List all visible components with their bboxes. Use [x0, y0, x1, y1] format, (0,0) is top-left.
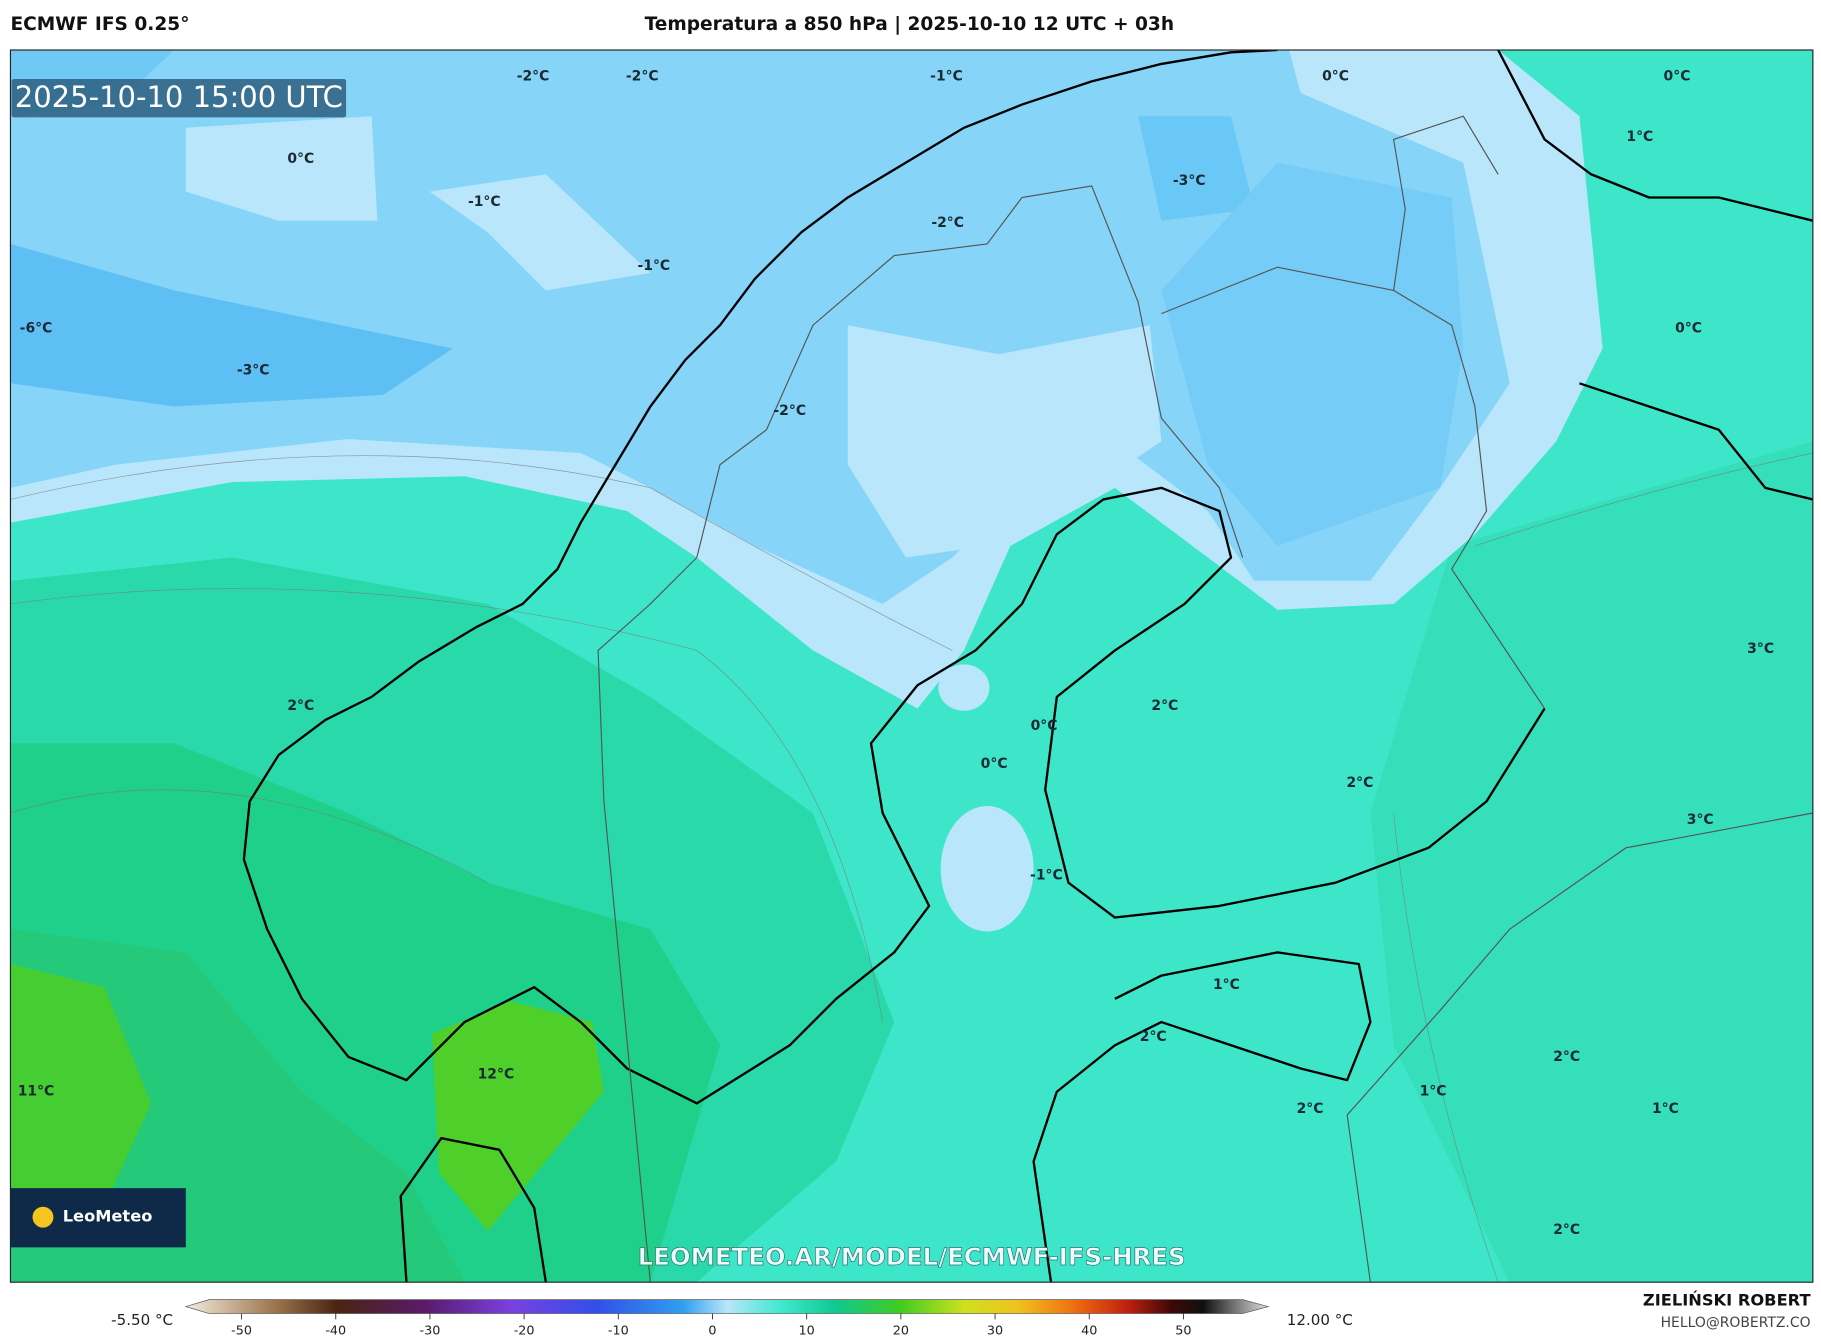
colorbar-tick-label: -50 — [231, 1323, 252, 1338]
contour-label: 2°C — [1297, 1101, 1324, 1117]
contour-label: 0°C — [981, 756, 1008, 772]
colorbar-tick-label: -30 — [420, 1323, 441, 1338]
contour-label: 2°C — [1553, 1049, 1580, 1065]
contour-label: 1°C — [1213, 977, 1240, 993]
contour-label: -1°C — [930, 69, 963, 85]
colorbar-max: 12.00 °C — [1287, 1311, 1353, 1329]
contour-label: -2°C — [517, 69, 550, 85]
contour-label: 3°C — [1687, 812, 1714, 828]
timestamp: 2025-10-10 15:00 UTC — [15, 80, 343, 114]
colorbar: -5.50 °C 12.00 °C -50 -40 -30 -20 -10 0 10 20 30… — [111, 1299, 1353, 1338]
model-name: ECMWF IFS 0.25° — [10, 14, 189, 35]
colorbar-tick-label: -40 — [325, 1323, 346, 1338]
watermark: LEOMETEO.AR/MODEL/ECMWF-IFS-HRES — [638, 1242, 1186, 1271]
colorbar-tick-label: -10 — [608, 1323, 629, 1338]
contour-label: 0°C — [1322, 69, 1349, 85]
author-name: ZIELIŃSKI ROBERT — [1643, 1290, 1811, 1309]
logo-text: LeoMeteo — [63, 1207, 153, 1226]
colorbar-tick-label: 50 — [1175, 1323, 1191, 1338]
contour-label: 2°C — [1553, 1222, 1580, 1238]
contour-label: 1°C — [1652, 1101, 1679, 1117]
contour-label: 3°C — [1747, 641, 1774, 657]
map-frame — [9, 49, 1814, 1283]
contour-label: 2°C — [1347, 775, 1374, 791]
contour-label: 1°C — [1626, 129, 1653, 145]
colorbar-tick-label: 0 — [708, 1323, 716, 1338]
contour-label: 0°C — [1664, 69, 1691, 85]
contour-label: 1°C — [1420, 1084, 1447, 1100]
contour-label: -2°C — [773, 403, 806, 419]
contour-label: 2°C — [1140, 1029, 1167, 1045]
timestamp-box — [11, 79, 347, 118]
contour-label: 2°C — [287, 698, 314, 714]
contour-label: -3°C — [1173, 173, 1206, 189]
contour-labels: -2°C -2°C -1°C 0°C 0°C 0°C -1°C -3°C 1°C -2°C -1°C… — [18, 69, 1774, 1238]
contour-label: 2°C — [1151, 698, 1178, 714]
contour-label: 11°C — [18, 1084, 55, 1100]
contour-label: -2°C — [626, 69, 659, 85]
colorbar-min: -5.50 °C — [111, 1311, 173, 1329]
contour-label: 0°C — [1675, 321, 1702, 337]
colorbar-scale — [184, 1299, 1270, 1314]
colorbar-tick-label: 20 — [893, 1323, 909, 1338]
contour-label: -6°C — [20, 321, 53, 337]
contour-label: 0°C — [287, 151, 314, 167]
logo-sun — [32, 1206, 54, 1228]
contour-label: -1°C — [1030, 868, 1063, 884]
colorbar-tick-label: 10 — [799, 1323, 815, 1338]
contour-label: -2°C — [931, 215, 964, 231]
colorbar-tick-label: 40 — [1081, 1323, 1097, 1338]
contour-label: 12°C — [478, 1066, 515, 1082]
contour-label: 0°C — [1031, 718, 1058, 734]
map-title: Temperatura a 850 hPa | 2025-10-10 12 UT… — [645, 14, 1175, 35]
author-email: HELLO@ROBERTZ.CO — [1661, 1315, 1811, 1331]
contour-label: -1°C — [638, 258, 671, 274]
contour-label: -1°C — [468, 194, 501, 210]
colorbar-tick-label: 30 — [987, 1323, 1003, 1338]
contour-label: -3°C — [237, 363, 270, 379]
temperature-field — [10, 49, 1813, 1283]
colorbar-tick-label: -20 — [514, 1323, 535, 1338]
